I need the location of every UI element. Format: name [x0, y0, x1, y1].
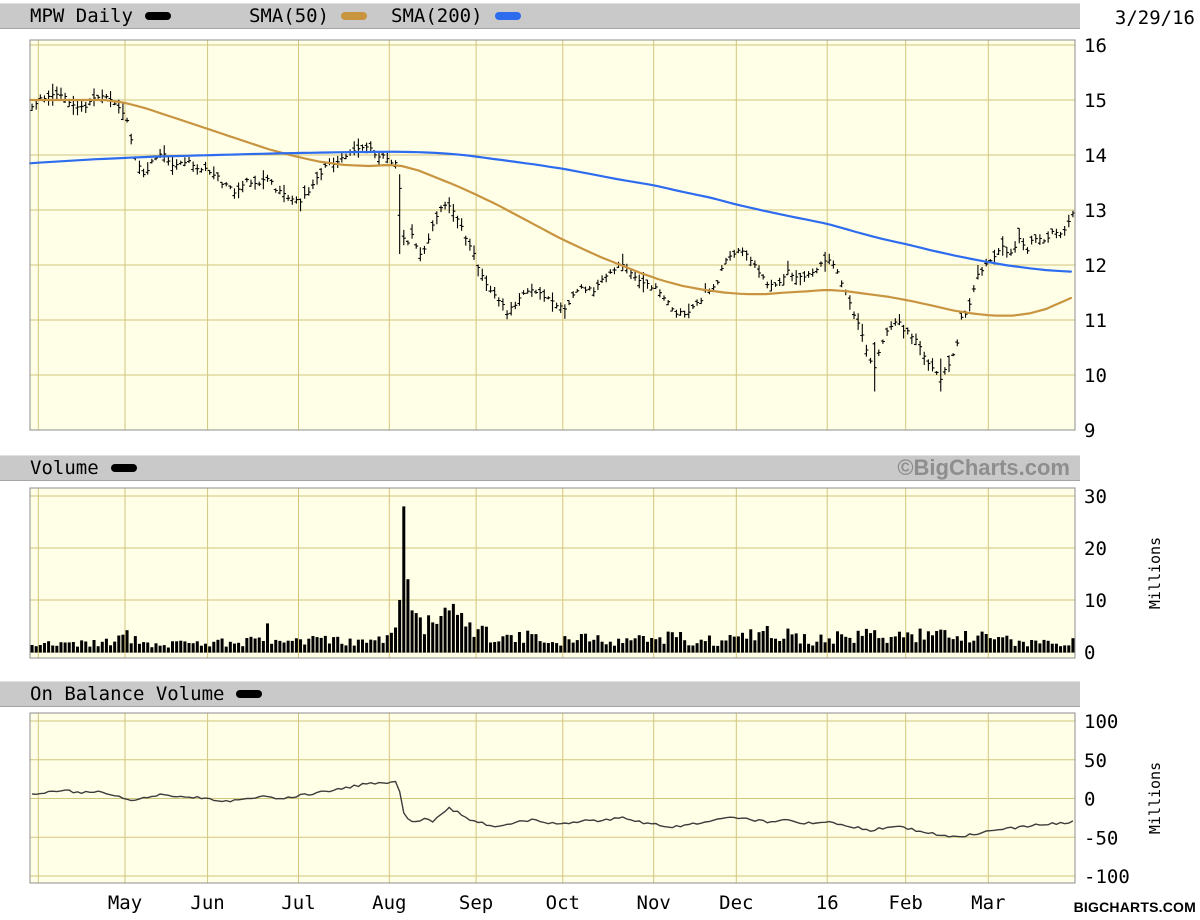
svg-text:14: 14	[1084, 145, 1107, 167]
svg-text:12: 12	[1084, 255, 1107, 277]
sma50-line	[28, 98, 1073, 317]
svg-text:Mar: Mar	[971, 892, 1005, 914]
axis-labels: 1615141312111093020100100500-50-100Milli…	[108, 35, 1164, 914]
price-series	[30, 83, 1075, 392]
volume-series	[30, 506, 1075, 653]
svg-text:Sep: Sep	[459, 892, 493, 914]
svg-text:0: 0	[1084, 789, 1095, 811]
svg-text:9: 9	[1084, 420, 1095, 442]
legend-item-obv: On Balance Volume	[30, 683, 263, 705]
sma200-legend-swatch	[494, 12, 521, 20]
svg-text:20: 20	[1084, 538, 1107, 560]
sma50-legend-swatch	[341, 12, 368, 20]
sma200-line	[28, 150, 1073, 273]
obv-legend-swatch	[236, 690, 263, 698]
price-legend-swatch	[144, 12, 171, 20]
svg-text:May: May	[108, 892, 142, 914]
svg-text:Millions: Millions	[1146, 537, 1164, 609]
bigcharts-logo: BIGCHARTS.COM	[1073, 899, 1196, 915]
svg-text:16: 16	[1084, 35, 1107, 57]
svg-text:Millions: Millions	[1146, 762, 1164, 834]
legend-item-sma50: SMA(50)	[248, 5, 368, 27]
svg-text:16: 16	[816, 892, 839, 914]
svg-text:30: 30	[1084, 486, 1107, 508]
volume-header-bar: Volume ©BigCharts.com	[0, 455, 1080, 481]
svg-text:10: 10	[1084, 365, 1107, 387]
legend-item-sma200: SMA(200)	[391, 5, 521, 27]
svg-text:0: 0	[1084, 642, 1095, 664]
svg-text:50: 50	[1084, 750, 1107, 772]
svg-text:Jun: Jun	[190, 892, 224, 914]
svg-text:11: 11	[1084, 310, 1107, 332]
sma200-label: SMA(200)	[391, 5, 483, 27]
svg-text:Jul: Jul	[281, 892, 315, 914]
obv-label: On Balance Volume	[30, 683, 225, 705]
svg-text:100: 100	[1084, 711, 1118, 733]
obv-header-bar: On Balance Volume	[0, 681, 1080, 707]
svg-text:Feb: Feb	[889, 892, 923, 914]
volume-legend-swatch	[110, 464, 137, 472]
sma50-label: SMA(50)	[248, 5, 330, 27]
svg-text:-100: -100	[1084, 866, 1130, 888]
svg-text:13: 13	[1084, 200, 1107, 222]
symbol-label: MPW Daily	[30, 5, 133, 27]
chart-header-bar: MPW Daily SMA(50) SMA(200)	[0, 3, 1080, 29]
bigcharts-watermark: ©BigCharts.com	[897, 455, 1070, 480]
chart-date: 3/29/16	[1114, 7, 1195, 29]
svg-text:Nov: Nov	[637, 892, 671, 914]
svg-text:Dec: Dec	[719, 892, 753, 914]
svg-text:15: 15	[1084, 90, 1107, 112]
svg-text:Aug: Aug	[372, 892, 406, 914]
obv-line	[32, 780, 1074, 838]
svg-text:-50: -50	[1084, 827, 1118, 849]
legend-item-price: MPW Daily	[30, 5, 171, 27]
svg-text:10: 10	[1084, 590, 1107, 612]
volume-label: Volume	[30, 457, 99, 479]
svg-text:Oct: Oct	[546, 892, 580, 914]
legend-item-volume: Volume	[30, 457, 137, 479]
